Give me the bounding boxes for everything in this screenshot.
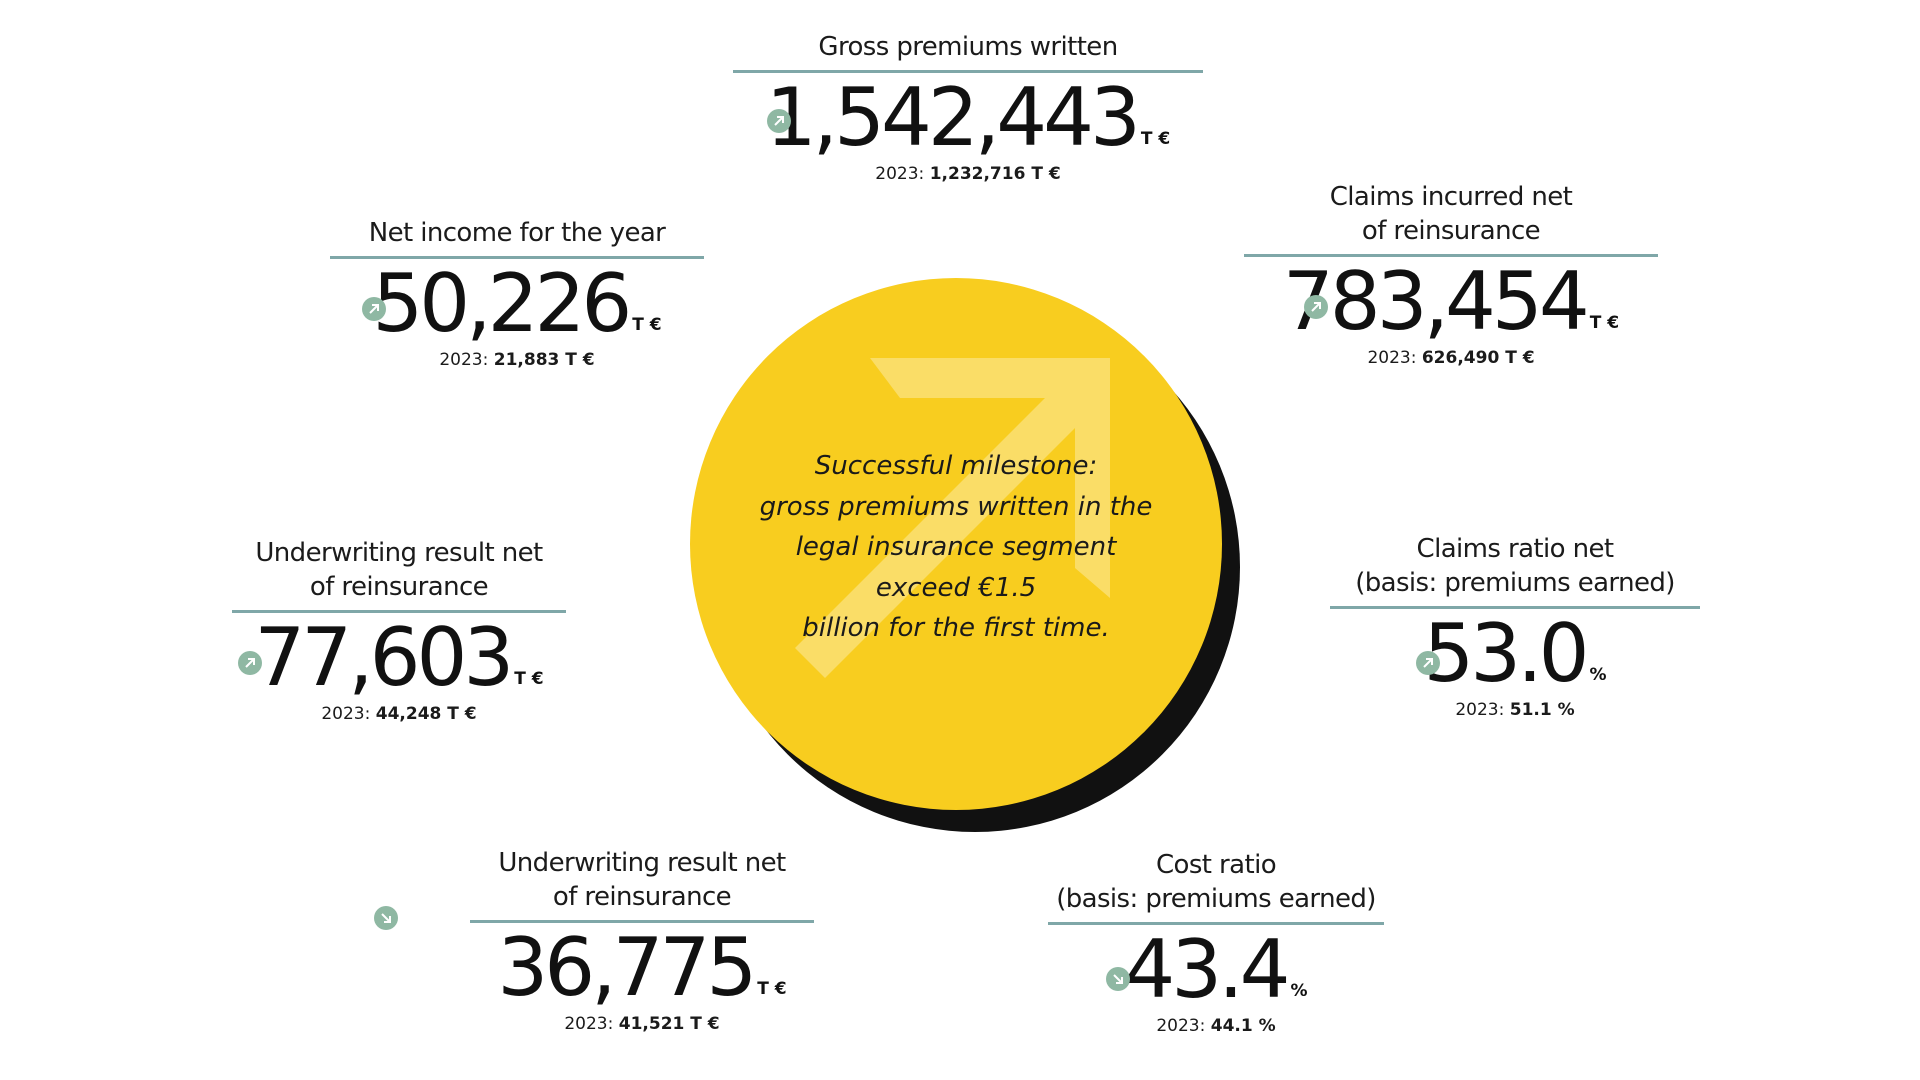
kpi-previous-year: 2023: 626,490 T €: [1244, 347, 1658, 369]
prev-year-value: 41,521 T €: [618, 1014, 720, 1034]
kpi-previous-year: 2023: 51.1 %: [1330, 699, 1700, 721]
trend-up-icon: [362, 297, 386, 321]
kpi-value-row: 77,603 T €: [232, 615, 566, 701]
kpi-label-line: Underwriting result net: [498, 848, 786, 878]
kpi-value-row: 53.0 %: [1330, 611, 1700, 697]
kpi-label-line: Claims incurred net: [1329, 182, 1573, 212]
kpi-unit: T €: [514, 669, 544, 689]
kpi-unit: %: [1589, 665, 1607, 685]
kpi-divider: [232, 610, 566, 613]
kpi-claims-ratio: Claims ratio net (basis: premiums earned…: [1330, 532, 1700, 721]
kpi-unit: %: [1290, 981, 1308, 1001]
kpi-unit: T €: [1140, 129, 1171, 149]
kpi-gross-premiums: Gross premiums written 1,542,443 T € 202…: [733, 30, 1203, 185]
kpi-cost-ratio: Cost ratio (basis: premiums earned) 43.4…: [1048, 848, 1384, 1037]
kpi-label: Net income for the year: [330, 216, 704, 250]
kpi-divider: [330, 256, 704, 259]
kpi-value: 783,454: [1282, 255, 1590, 348]
kpi-label-line: of reinsurance: [1361, 216, 1541, 246]
kpi-net-income: Net income for the year 50,226 T € 2023:…: [330, 216, 704, 371]
kpi-value-row: 783,454 T €: [1244, 259, 1658, 345]
kpi-underwriting-result-bottom: Underwriting result net of reinsurance 3…: [470, 846, 814, 1035]
milestone-disc: Successful milestone: gross premiums wri…: [690, 278, 1240, 832]
milestone-line: gross premiums written in the: [759, 491, 1153, 522]
kpi-value-row: 50,226 T €: [330, 261, 704, 347]
kpi-underwriting-result-left: Underwriting result net of reinsurance 7…: [232, 536, 566, 725]
kpi-label-line: of reinsurance: [309, 572, 489, 602]
kpi-value: 50,226: [372, 257, 632, 350]
prev-year-label: 2023:: [1455, 700, 1505, 720]
kpi-label-line: (basis: premiums earned): [1355, 568, 1675, 598]
kpi-label-line: Underwriting result net: [255, 538, 543, 568]
kpi-divider: [1244, 254, 1658, 257]
milestone-line: exceed €1.5: [875, 572, 1037, 603]
prev-year-value: 626,490 T €: [1421, 348, 1535, 368]
prev-year-label: 2023:: [321, 704, 371, 724]
trend-down-icon: [374, 906, 398, 930]
kpi-value-row: 36,775 T €: [470, 925, 814, 1011]
trend-up-icon: [1304, 295, 1328, 319]
trend-up-icon: [238, 651, 262, 675]
kpi-label: Claims incurred net of reinsurance: [1244, 180, 1658, 248]
kpi-unit: T €: [757, 979, 787, 999]
kpi-divider: [1330, 606, 1700, 609]
kpi-claims-incurred: Claims incurred net of reinsurance 783,4…: [1244, 180, 1658, 369]
kpi-value-row: 43.4 %: [1048, 927, 1384, 1013]
kpi-label: Claims ratio net (basis: premiums earned…: [1330, 532, 1700, 600]
kpi-label: Underwriting result net of reinsurance: [470, 846, 814, 914]
kpi-label-line: Gross premiums written: [818, 32, 1118, 62]
prev-year-label: 2023:: [1156, 1016, 1206, 1036]
kpi-previous-year: 2023: 41,521 T €: [470, 1013, 814, 1035]
kpi-divider: [733, 70, 1203, 73]
kpi-divider: [1048, 922, 1384, 925]
prev-year-value: 44,248 T €: [375, 704, 477, 724]
kpi-previous-year: 2023: 44,248 T €: [232, 703, 566, 725]
kpi-value: 43.4: [1124, 923, 1290, 1016]
kpi-previous-year: 2023: 44.1 %: [1048, 1015, 1384, 1037]
kpi-label-line: Net income for the year: [368, 218, 666, 248]
kpi-unit: T €: [632, 315, 662, 335]
kpi-value: 1,542,443: [765, 71, 1141, 164]
prev-year-label: 2023:: [564, 1014, 614, 1034]
kpi-previous-year: 2023: 1,232,716 T €: [733, 163, 1203, 185]
prev-year-value: 51.1 %: [1509, 700, 1575, 720]
kpi-unit: T €: [1589, 313, 1620, 333]
prev-year-value: 1,232,716 T €: [929, 164, 1061, 184]
prev-year-value: 44.1 %: [1210, 1016, 1276, 1036]
trend-down-icon: [1106, 967, 1130, 991]
kpi-label: Gross premiums written: [733, 30, 1203, 64]
trend-up-icon: [767, 109, 791, 133]
kpi-divider: [470, 920, 814, 923]
milestone-line: Successful milestone:: [814, 451, 1098, 481]
kpi-label: Underwriting result net of reinsurance: [232, 536, 566, 604]
milestone-line: billion for the first time.: [802, 613, 1110, 643]
milestone-text: Successful milestone: gross premiums wri…: [730, 446, 1182, 649]
kpi-label-line: (basis: premiums earned): [1056, 884, 1376, 914]
prev-year-label: 2023:: [875, 164, 925, 184]
prev-year-label: 2023:: [439, 350, 489, 370]
prev-year-value: 21,883 T €: [493, 350, 595, 370]
kpi-label-line: Cost ratio: [1155, 850, 1277, 880]
kpi-value: 77,603: [254, 611, 514, 704]
kpi-label-line: Claims ratio net: [1416, 534, 1615, 564]
kpi-label: Cost ratio (basis: premiums earned): [1048, 848, 1384, 916]
prev-year-label: 2023:: [1367, 348, 1417, 368]
milestone-line: legal insurance segment: [795, 532, 1117, 562]
kpi-previous-year: 2023: 21,883 T €: [330, 349, 704, 371]
kpi-value-row: 1,542,443 T €: [733, 75, 1203, 161]
arrow-up-right-icon: [795, 358, 1110, 678]
kpi-value: 53.0: [1423, 607, 1589, 700]
milestone-circle: Successful milestone: gross premiums wri…: [690, 278, 1222, 810]
trend-up-icon: [1416, 651, 1440, 675]
kpi-label-line: of reinsurance: [552, 882, 732, 912]
kpi-value: 36,775: [497, 921, 757, 1014]
